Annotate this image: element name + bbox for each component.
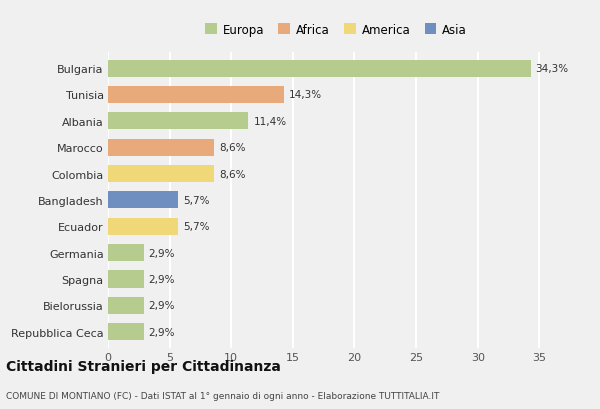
Text: 2,9%: 2,9% bbox=[149, 327, 175, 337]
Bar bbox=[108, 87, 284, 104]
Text: 2,9%: 2,9% bbox=[149, 274, 175, 284]
Text: COMUNE DI MONTIANO (FC) - Dati ISTAT al 1° gennaio di ogni anno - Elaborazione T: COMUNE DI MONTIANO (FC) - Dati ISTAT al … bbox=[6, 391, 439, 400]
Bar bbox=[108, 218, 178, 235]
Text: 5,7%: 5,7% bbox=[183, 222, 209, 231]
Bar bbox=[108, 245, 144, 261]
Bar bbox=[108, 113, 248, 130]
Bar bbox=[108, 61, 531, 77]
Text: 2,9%: 2,9% bbox=[149, 301, 175, 310]
Text: 2,9%: 2,9% bbox=[149, 248, 175, 258]
Bar bbox=[108, 192, 178, 209]
Bar bbox=[108, 271, 144, 288]
Text: 11,4%: 11,4% bbox=[253, 117, 287, 126]
Bar bbox=[108, 297, 144, 314]
Text: 34,3%: 34,3% bbox=[536, 64, 569, 74]
Text: 8,6%: 8,6% bbox=[219, 169, 245, 179]
Bar bbox=[108, 166, 214, 183]
Text: 8,6%: 8,6% bbox=[219, 143, 245, 153]
Text: Cittadini Stranieri per Cittadinanza: Cittadini Stranieri per Cittadinanza bbox=[6, 359, 281, 373]
Text: 5,7%: 5,7% bbox=[183, 196, 209, 205]
Bar bbox=[108, 324, 144, 340]
Legend: Europa, Africa, America, Asia: Europa, Africa, America, Asia bbox=[200, 19, 472, 41]
Text: 14,3%: 14,3% bbox=[289, 90, 322, 100]
Bar bbox=[108, 139, 214, 156]
